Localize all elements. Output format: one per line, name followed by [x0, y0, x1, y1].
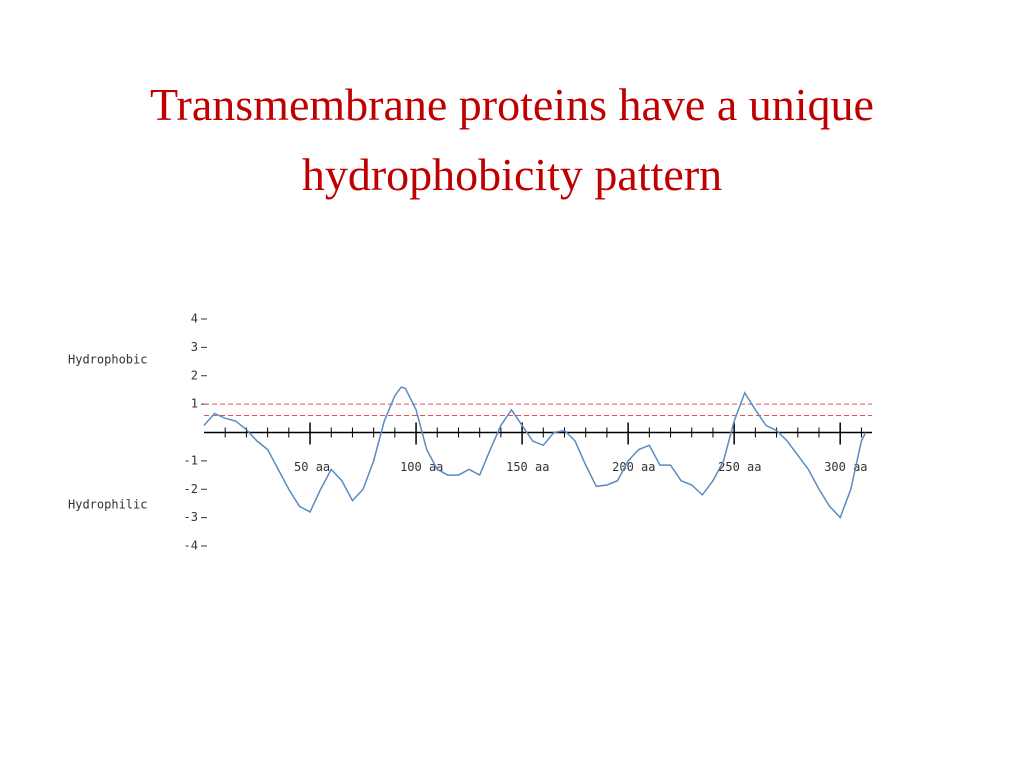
slide-title: Transmembrane proteins have a unique hyd… [150, 79, 874, 200]
x-tick-label: 250 aa [718, 460, 761, 474]
y-tick-label: -2 [184, 482, 198, 496]
y-tick-label: 1 [191, 397, 198, 411]
axis-annotation: Hydrophilic [68, 498, 147, 512]
y-tick-label: -1 [184, 453, 198, 467]
y-tick-label: 2 [191, 368, 198, 382]
y-tick-label: 4 [191, 312, 198, 326]
x-tick-label: 200 aa [612, 460, 655, 474]
x-tick-label: 150 aa [506, 460, 549, 474]
data-line [203, 386, 867, 520]
x-tick-label: 100 aa [400, 460, 443, 474]
x-tick-label: 300 aa [824, 460, 867, 474]
x-tick-label: 50 aa [294, 460, 330, 474]
y-tick-label: -4 [184, 539, 198, 553]
y-tick-label: 3 [191, 340, 198, 354]
y-tick-label: -3 [184, 510, 198, 524]
axis-annotation: Hydrophobic [68, 353, 147, 367]
